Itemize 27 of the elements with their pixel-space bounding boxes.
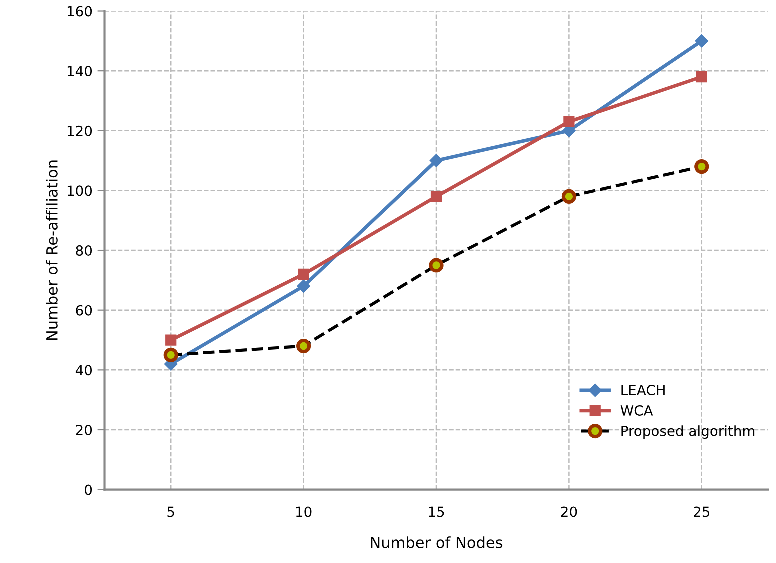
y-axis-title: Number of Re-affiliation: [46, 160, 58, 340]
legend-label: LEACH: [622, 385, 665, 396]
y-tick-label: 160: [68, 6, 92, 17]
legend-label: Proposed algorithm: [622, 426, 755, 440]
x-tick-label: 20: [561, 506, 578, 518]
y-tick-label: 20: [76, 424, 92, 436]
y-tick-label: 120: [68, 126, 92, 136]
point: [430, 191, 442, 202]
y-tick-label: 40: [76, 365, 92, 376]
x-tick-label: 10: [296, 506, 312, 518]
y-tick-label: 0: [85, 484, 92, 496]
point: [430, 154, 444, 168]
point: [297, 280, 310, 294]
y-tick-label: 60: [76, 305, 92, 316]
point: [695, 34, 708, 48]
y-tick-label: 140: [68, 66, 92, 77]
legend-label: WCA: [620, 405, 654, 416]
x-axis-title: Number of Nodes: [371, 536, 503, 548]
y-tick-label: 100: [68, 186, 92, 196]
point: [564, 116, 575, 128]
x-tick-label: 5: [168, 506, 174, 518]
point: [696, 72, 708, 83]
point: [298, 268, 310, 280]
y-tick-label: 80: [76, 246, 92, 256]
x-tick-label: 15: [429, 506, 444, 518]
x-tick-label: 25: [694, 506, 710, 518]
point: [166, 334, 177, 346]
